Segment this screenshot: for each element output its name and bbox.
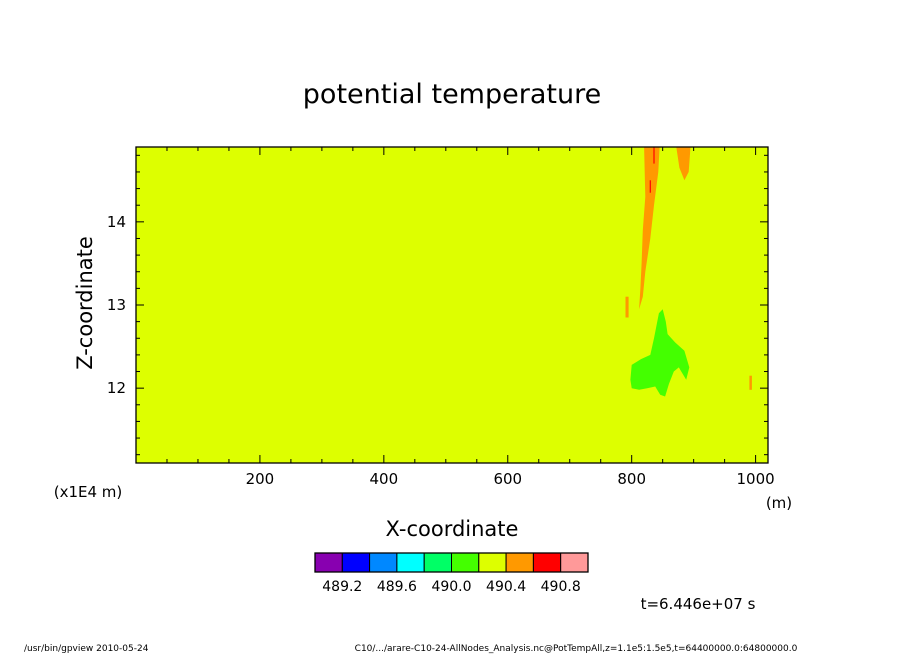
colorbar-swatch bbox=[314, 552, 343, 573]
colorbar-swatch bbox=[505, 552, 534, 573]
contour-region bbox=[749, 375, 752, 390]
contour-background bbox=[136, 147, 768, 463]
contour-region bbox=[649, 180, 651, 193]
colorbar-swatch bbox=[341, 552, 371, 573]
colorbar-swatch bbox=[396, 552, 425, 573]
contour-region bbox=[676, 147, 691, 181]
x-tick-label: 200 bbox=[246, 470, 275, 488]
colorbar-swatch bbox=[478, 552, 507, 573]
colorbar-swatch bbox=[560, 552, 589, 573]
colorbar-swatch bbox=[369, 552, 398, 573]
x-axis: 200 400 600 800 1000 bbox=[166, 147, 775, 488]
colorbar-swatch bbox=[532, 552, 562, 573]
x-tick-label: 400 bbox=[370, 470, 399, 488]
y-tick-label: 12 bbox=[107, 379, 126, 397]
y-axis: 12 13 14 bbox=[107, 154, 768, 456]
colorbar-label: 489.6 bbox=[377, 579, 417, 595]
x-tick-label: 800 bbox=[617, 470, 646, 488]
x-tick-label: 600 bbox=[493, 470, 522, 488]
y-unit-label: (x1E4 m) bbox=[54, 483, 123, 501]
colorbar-label: 490.4 bbox=[486, 579, 526, 595]
contour-region bbox=[630, 309, 690, 397]
contour-region bbox=[639, 147, 660, 310]
colorbar-frame bbox=[314, 552, 589, 573]
colorbar-swatch bbox=[423, 552, 453, 573]
colorbar-swatch bbox=[451, 552, 480, 573]
colorbar: 489.2 489.6 490.0 490.4 490.8 bbox=[314, 552, 589, 595]
x-axis-label: X-coordinate bbox=[386, 517, 519, 541]
x-tick-label: 1000 bbox=[737, 470, 775, 488]
x-unit-label: (m) bbox=[766, 494, 792, 512]
chart-title: potential temperature bbox=[303, 79, 601, 110]
contour-region bbox=[653, 147, 655, 164]
footer-right: C10/.../arare-C10-24-AllNodes_Analysis.n… bbox=[355, 644, 798, 654]
plot-area bbox=[135, 146, 769, 464]
colorbar-label: 490.0 bbox=[431, 579, 471, 595]
colorbar-label: 489.2 bbox=[322, 579, 362, 595]
y-tick-label: 14 bbox=[107, 213, 126, 231]
y-axis-label: Z-coordinate bbox=[73, 236, 97, 370]
contour-region bbox=[625, 296, 629, 318]
y-tick-label: 13 bbox=[107, 296, 126, 314]
footer-left: /usr/bin/gpview 2010-05-24 bbox=[24, 644, 149, 654]
time-label: t=6.446e+07 s bbox=[641, 595, 756, 613]
colorbar-label: 490.8 bbox=[541, 579, 581, 595]
